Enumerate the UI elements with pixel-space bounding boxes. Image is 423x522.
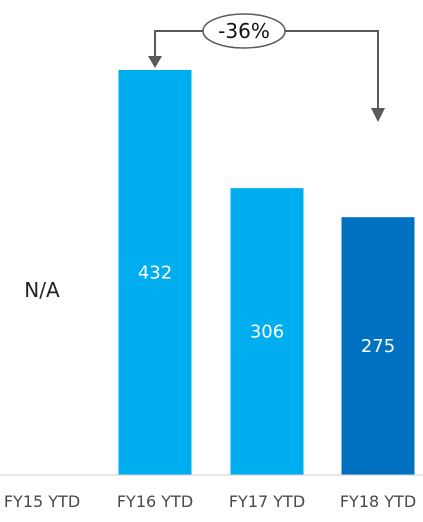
data-label-fy18-ytd: 275	[361, 336, 395, 357]
bar-fy18-ytd	[341, 217, 415, 475]
arrowhead-down-icon	[371, 108, 385, 122]
tick-label-fy18-ytd: FY18 YTD	[340, 492, 416, 511]
bars	[118, 70, 415, 475]
x-axis-tick-labels: FY15 YTD FY16 YTD FY17 YTD FY18 YTD	[4, 492, 416, 511]
data-labels: N/A 432 306 275	[24, 263, 395, 358]
bar-fy16-ytd	[118, 70, 192, 475]
tick-label-fy16-ytd: FY16 YTD	[117, 492, 193, 511]
tick-label-fy15-ytd: FY15 YTD	[4, 492, 80, 511]
annotation-change-label: -36%	[218, 19, 270, 43]
arrowhead-down-icon	[148, 56, 162, 68]
change-annotation: -36%	[148, 13, 385, 122]
annotation-right-bracket	[285, 30, 379, 110]
tick-label-fy17-ytd: FY17 YTD	[229, 492, 305, 511]
annotation-left-bracket	[154, 30, 203, 58]
data-label-fy16-ytd: 432	[138, 263, 172, 284]
na-label-fy15-ytd: N/A	[24, 278, 60, 302]
bar-fy17-ytd	[230, 188, 304, 475]
data-label-fy17-ytd: 306	[250, 322, 284, 343]
annotation-bubble	[202, 13, 286, 49]
